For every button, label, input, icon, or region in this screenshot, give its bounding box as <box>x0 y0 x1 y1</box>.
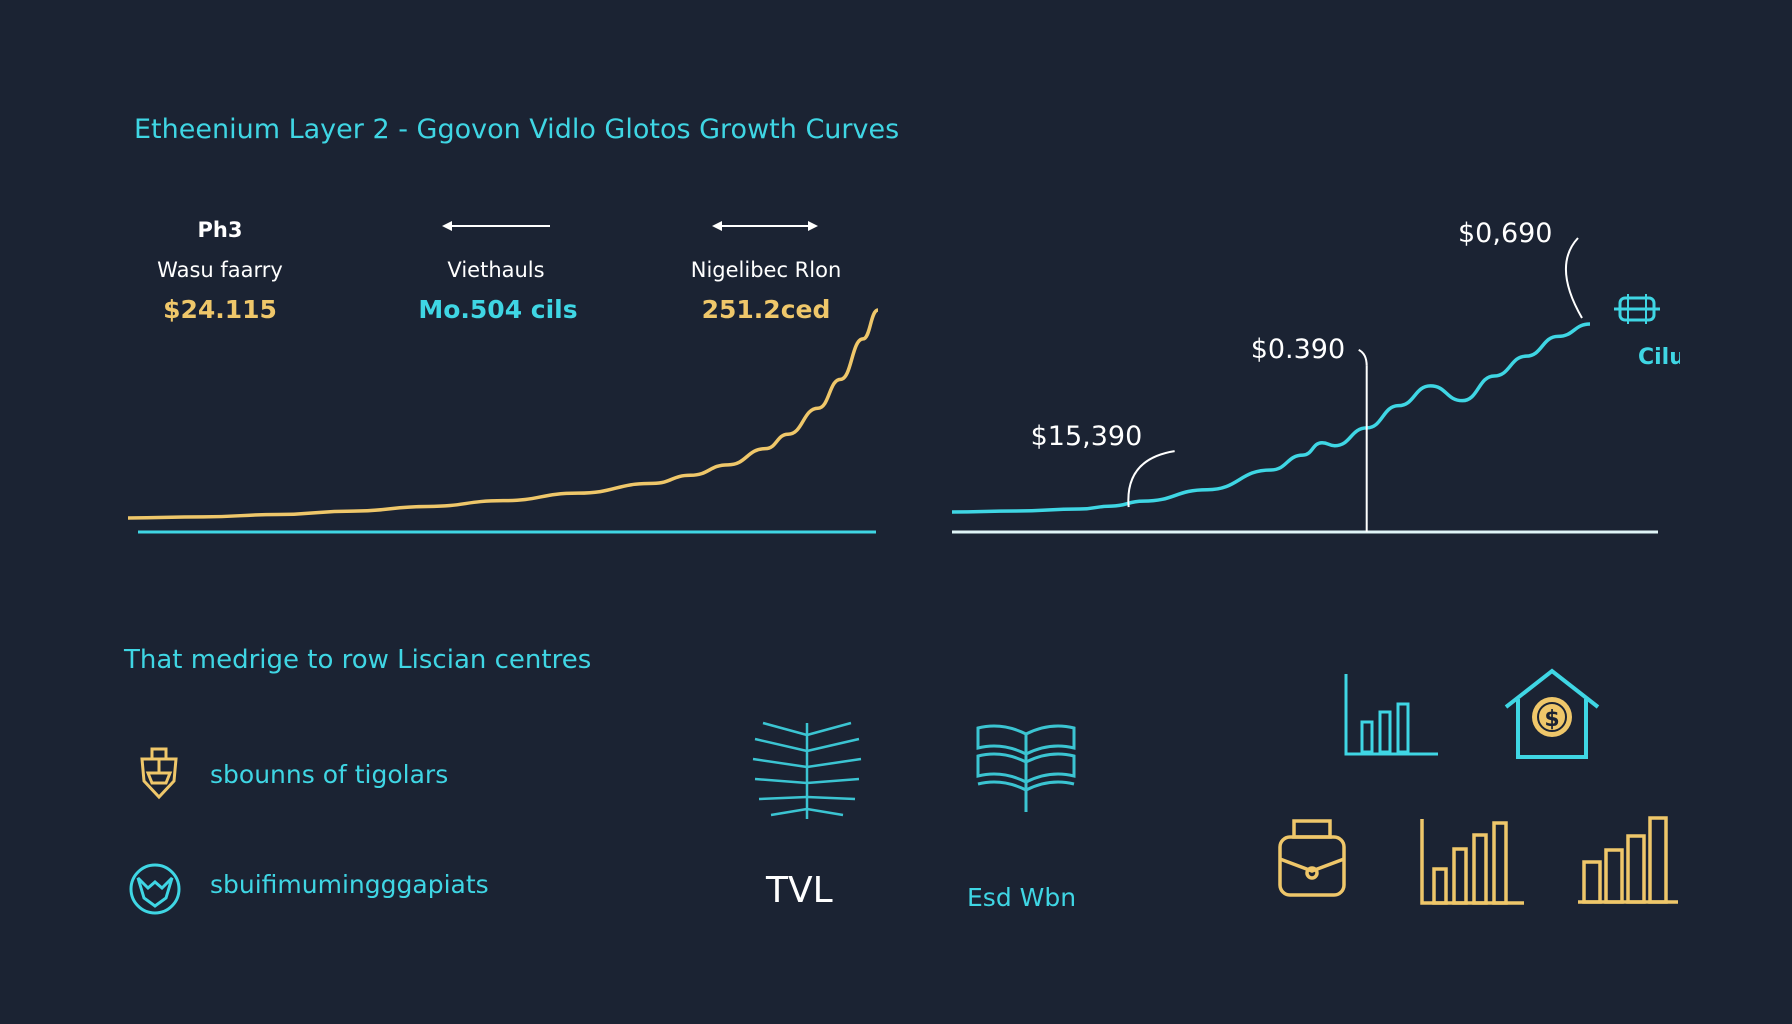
cargo-ship-icon <box>1278 819 1346 897</box>
growth-chart-left <box>127 308 879 534</box>
shield-ship-icon <box>140 747 178 800</box>
feature-1-text: sbounns of tigolars <box>210 760 449 789</box>
svg-text:$: $ <box>1544 707 1559 732</box>
annotation-label: $15,390 <box>1031 421 1143 452</box>
robot-icon <box>1614 294 1660 324</box>
tile-tvl-label: TVL <box>766 870 833 911</box>
page-title: Etheenium Layer 2 - Ggovon Vidlo Glotos … <box>134 114 900 145</box>
house-dollar-icon: $ <box>1504 668 1600 759</box>
left-arrow-icon <box>442 221 550 231</box>
metric-1-label: Wasu faarry <box>157 258 283 282</box>
annotation-label: $0,690 <box>1458 218 1552 249</box>
chart-2-end-label: Cilu <box>1638 345 1680 370</box>
open-book-stack-icon <box>976 724 1076 812</box>
chart-1-series-line <box>127 308 879 520</box>
bar-chart-gold-icon <box>1420 819 1524 905</box>
fern-leaf-icon <box>752 721 862 819</box>
feature-2-text: sbuifimumingggapiats <box>210 870 489 899</box>
double-arrow-icon <box>712 221 818 231</box>
annotation-label: $0.390 <box>1251 334 1345 365</box>
metric-3-value: 251.2ced <box>701 295 831 324</box>
metric-1-value: $24.115 <box>163 295 277 324</box>
tile-esd-label: Esd Wbn <box>967 883 1077 912</box>
metric-2-value: Mo.504 cils <box>418 295 578 324</box>
section-title: That medrige to row Liscian centres <box>124 645 592 675</box>
rising-bars-icon <box>1578 816 1678 904</box>
metric-header: Ph3 <box>197 218 243 242</box>
growth-chart-right: $15,390 $0.390 $0,690 Cilu <box>951 218 1680 534</box>
annotation-3: $0,690 <box>1458 218 1583 319</box>
bar-chart-icon <box>1344 674 1438 756</box>
annotation-1: $15,390 <box>1031 421 1175 508</box>
chart-2-series-line <box>951 322 1591 514</box>
fox-badge-icon <box>129 863 181 915</box>
metric-3-label: Nigelibec Rlon <box>690 258 842 282</box>
annotation-2: $0.390 <box>1251 334 1368 532</box>
metric-2-label: Viethauls <box>447 258 545 282</box>
